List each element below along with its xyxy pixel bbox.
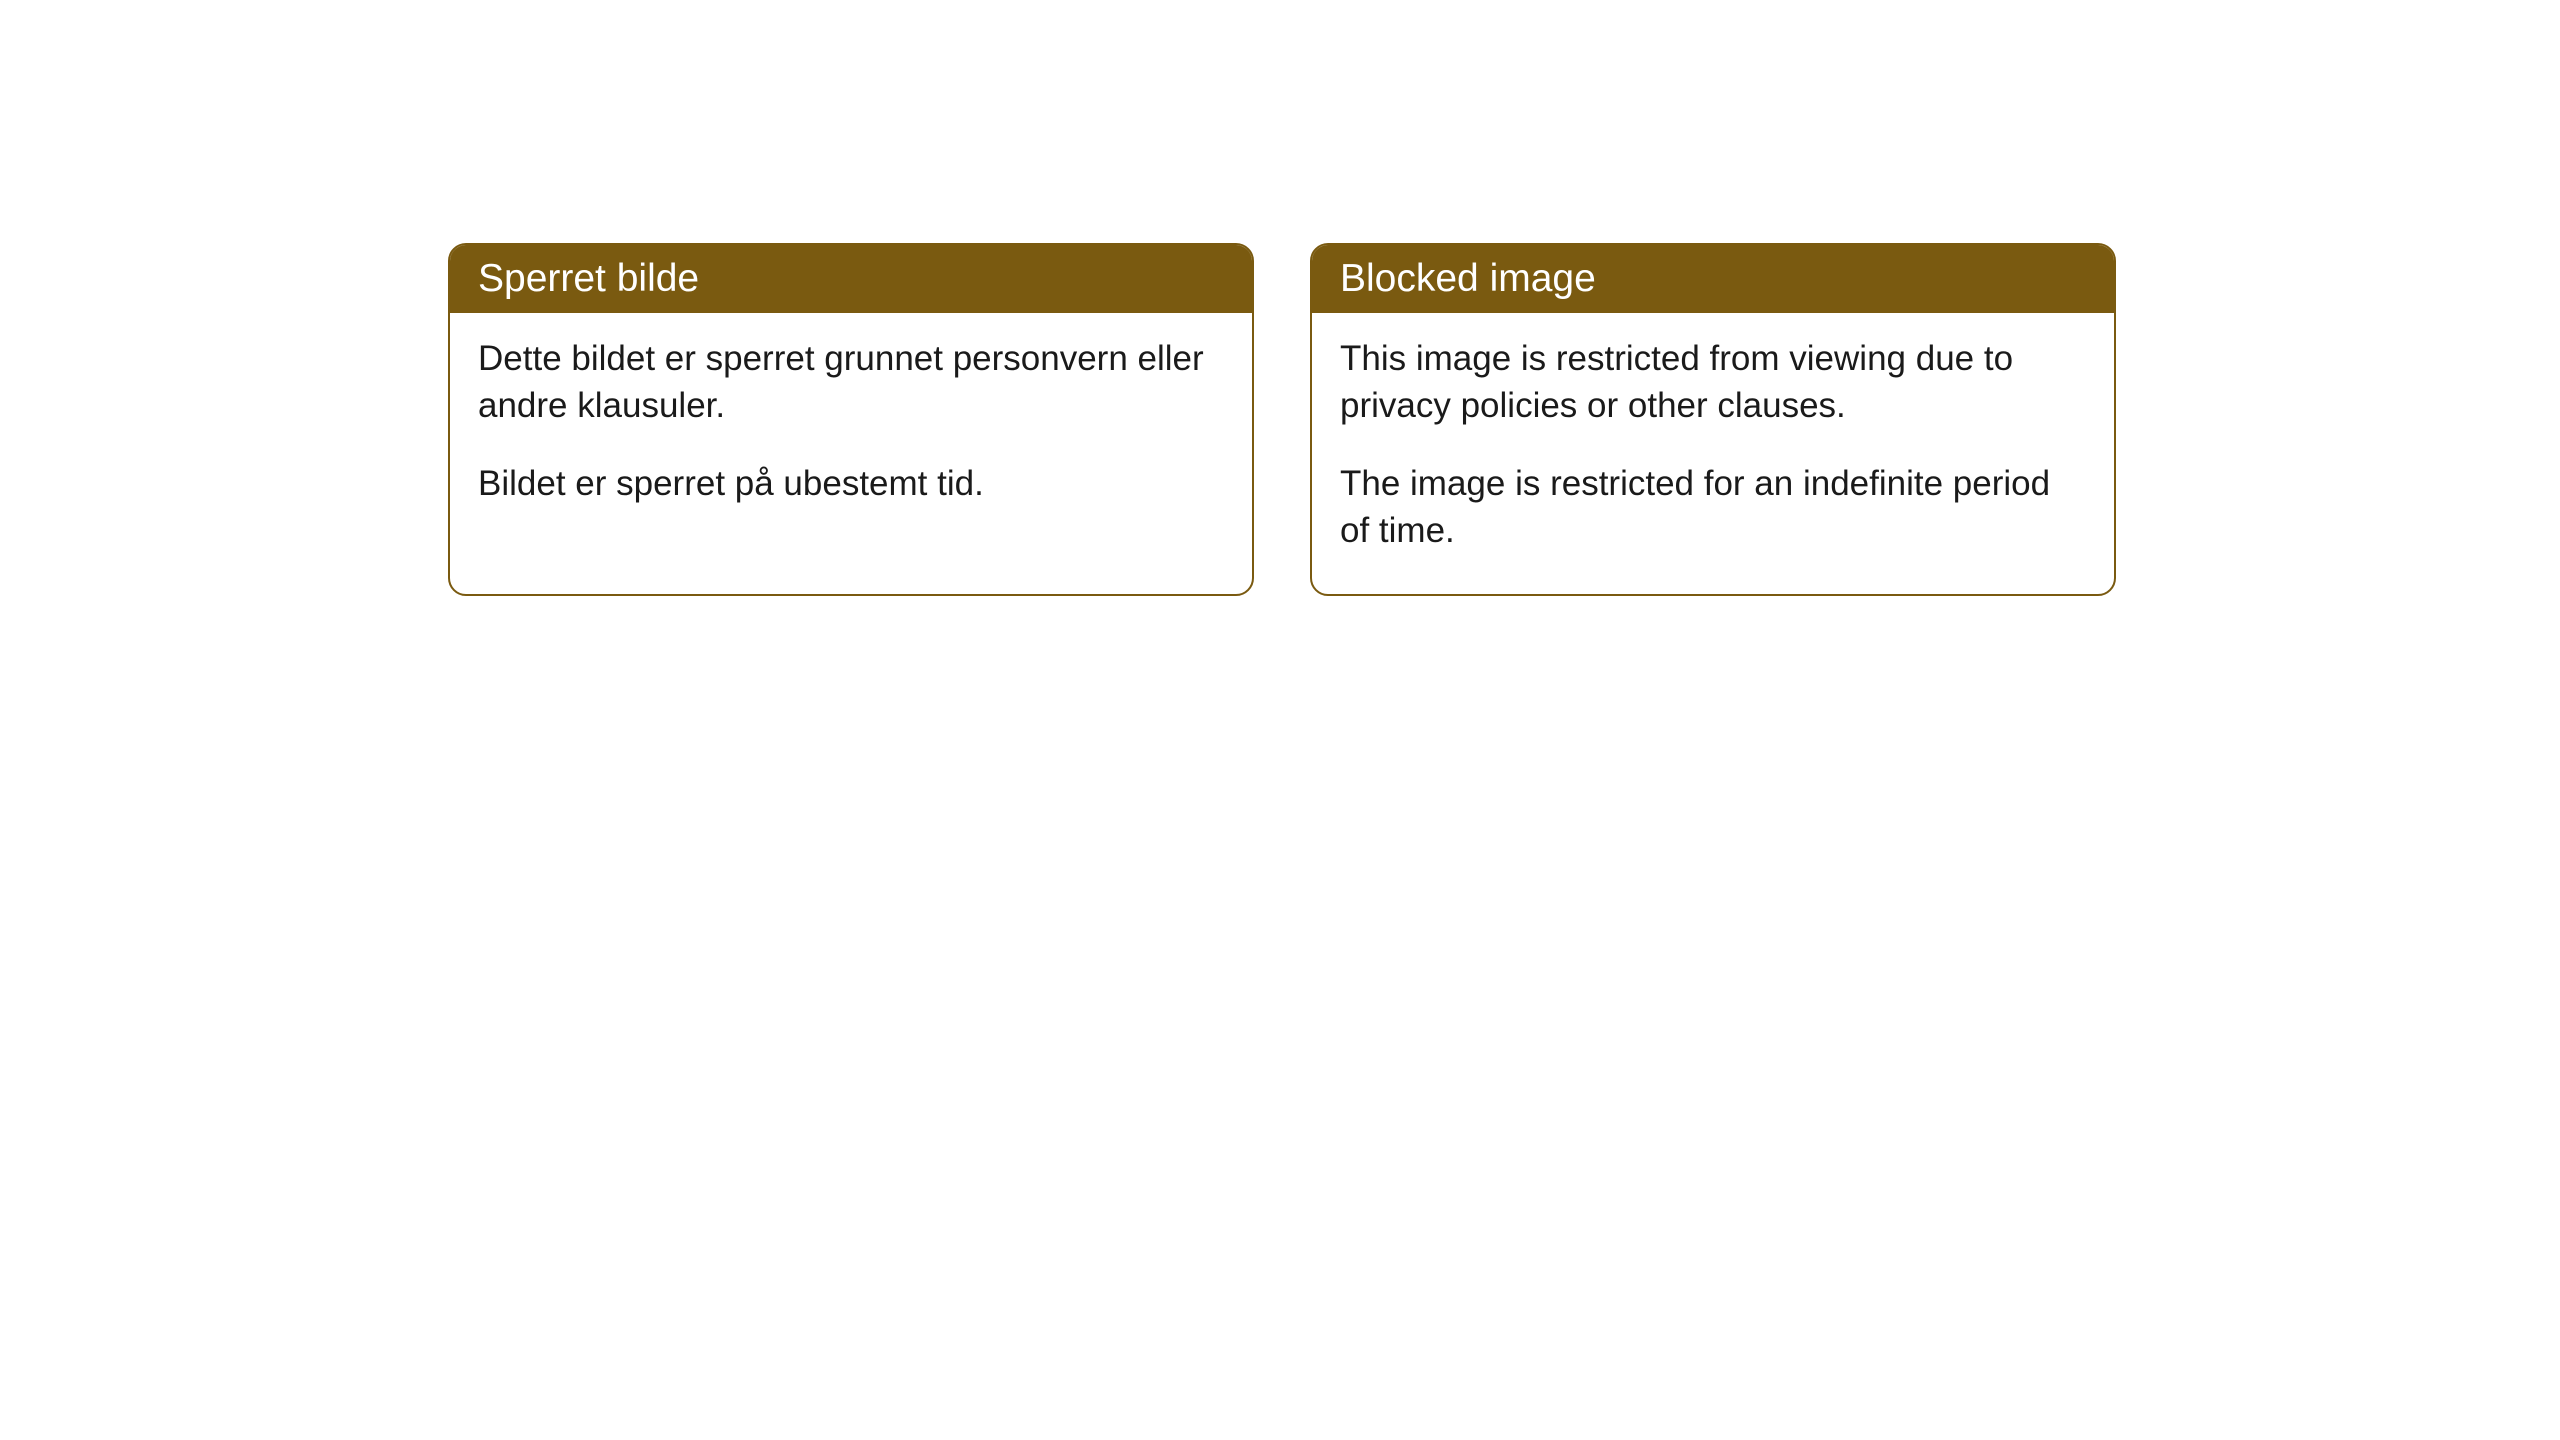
- cards-container: Sperret bilde Dette bildet er sperret gr…: [448, 243, 2116, 596]
- card-body-en: This image is restricted from viewing du…: [1312, 313, 2114, 594]
- card-paragraph1-no: Dette bildet er sperret grunnet personve…: [478, 335, 1224, 430]
- card-header-no: Sperret bilde: [450, 245, 1252, 313]
- card-title-no: Sperret bilde: [478, 257, 699, 300]
- blocked-image-card-en: Blocked image This image is restricted f…: [1310, 243, 2116, 596]
- card-paragraph1-en: This image is restricted from viewing du…: [1340, 335, 2086, 430]
- card-paragraph2-no: Bildet er sperret på ubestemt tid.: [478, 460, 1224, 507]
- card-paragraph2-en: The image is restricted for an indefinit…: [1340, 460, 2086, 555]
- blocked-image-card-no: Sperret bilde Dette bildet er sperret gr…: [448, 243, 1254, 596]
- card-header-en: Blocked image: [1312, 245, 2114, 313]
- card-body-no: Dette bildet er sperret grunnet personve…: [450, 313, 1252, 547]
- card-title-en: Blocked image: [1340, 257, 1596, 300]
